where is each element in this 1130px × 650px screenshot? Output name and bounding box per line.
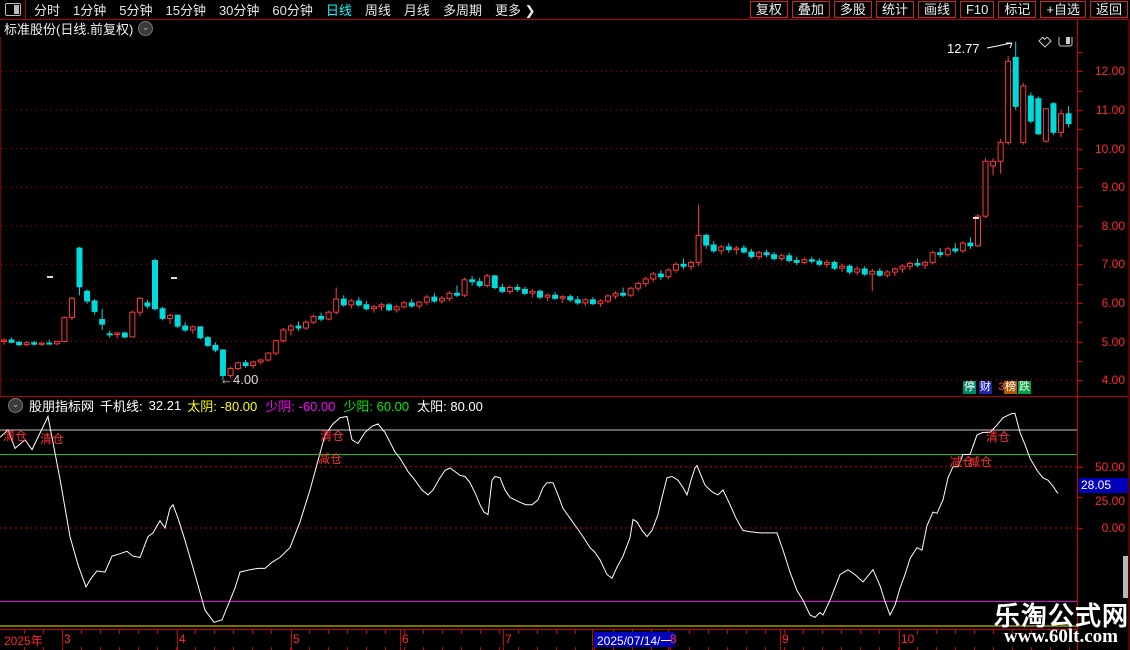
indicator-value: 32.21 xyxy=(148,398,182,413)
split-window-icon xyxy=(1058,37,1073,47)
sidebar-toggle-icon xyxy=(4,3,21,16)
price-label: 12.00 xyxy=(1094,64,1125,79)
price-label: 5.00 xyxy=(1101,334,1125,349)
indicator-header: ⌄ 股朋指标网 千机线: 32.21 太阴: -80.00 少阴: -60.00 少… xyxy=(0,396,1080,415)
signal-label-6: 清仓 xyxy=(986,430,1010,444)
candlestick-chart[interactable]: 12.77 ←4.00 xyxy=(0,37,1078,396)
price-label: 8.00 xyxy=(1101,218,1125,233)
period-tab-1[interactable]: 1分钟 xyxy=(73,3,107,18)
period-tab-6[interactable]: 日线 xyxy=(325,3,352,18)
time-label-3: 5 xyxy=(293,632,300,646)
signal-label-3: 减仓 xyxy=(318,452,342,466)
price-label: 4.00 xyxy=(1101,373,1125,388)
badge-3[interactable]: 榜 xyxy=(1004,381,1017,394)
diamond-icon xyxy=(1038,37,1052,48)
price-label: 9.00 xyxy=(1101,180,1125,195)
time-label-0: 2025年 xyxy=(4,634,43,648)
signal-label-0: 清仓 xyxy=(3,429,27,443)
toolbar-button-1[interactable]: 叠加 xyxy=(791,1,830,18)
topbar: 分时 1分钟 5分钟 15分钟 30分钟 60分钟 日线 周线 月线 多周期 更多 ❯ 复权 叠加 多股… xyxy=(0,0,1130,20)
toolbar-button-3[interactable]: 统计 xyxy=(875,1,914,18)
price-axis: 12.00 11.00 10.00 9.00 8.00 7.00 6.00 5.00 4.00 5… xyxy=(1077,19,1130,650)
time-axis: 2025年 3 4 5 6 7 2025/07/14/一 8 9 10 xyxy=(0,629,1077,649)
signal-label-1: 清仓 xyxy=(40,432,64,446)
period-tab-0[interactable]: 分时 xyxy=(34,3,61,18)
watermark-url: www.60lt.com xyxy=(1004,626,1118,647)
period-tab-2[interactable]: 5分钟 xyxy=(119,3,153,18)
badge-1[interactable]: 财 xyxy=(979,381,992,394)
indicator-param-1: 少阴: -60.00 xyxy=(265,399,336,414)
toolbar-button-0[interactable]: 复权 xyxy=(749,1,788,18)
toolbar-buttons: 复权 叠加 多股 统计 画线 F10 标记 +自选 返回 xyxy=(749,1,1128,18)
price-label: 10.00 xyxy=(1094,141,1125,156)
period-tab-8[interactable]: 月线 xyxy=(403,3,430,18)
signal-label-4: 减仓 xyxy=(950,455,974,469)
time-label-7: 8 xyxy=(670,632,677,646)
toolbar-button-6[interactable]: 标记 xyxy=(998,1,1037,18)
badge-0[interactable]: 停 xyxy=(963,381,976,394)
indicator-name: 千机线: xyxy=(100,399,143,414)
period-tab-7[interactable]: 周线 xyxy=(364,3,391,18)
toolbar-button-4[interactable]: 画线 xyxy=(917,1,956,18)
toolbar-button-2[interactable]: 多股 xyxy=(833,1,872,18)
indicator-chevron-down-icon[interactable]: ⌄ xyxy=(8,398,23,413)
period-tab-5[interactable]: 60分钟 xyxy=(272,3,313,18)
pane-separator xyxy=(0,396,1130,397)
price-label: 6.00 xyxy=(1101,295,1125,310)
badge-4[interactable]: 跌 xyxy=(1018,381,1031,394)
indicator-axis-label: 50.00 xyxy=(1094,460,1125,474)
watermark-sitename: 乐淘公式网 xyxy=(994,602,1130,631)
price-label: 7.00 xyxy=(1101,257,1125,272)
period-tabs: 分时 1分钟 5分钟 15分钟 30分钟 60分钟 日线 周线 月线 多周期 更多 ❯ xyxy=(34,0,535,19)
time-label-4: 6 xyxy=(402,632,409,646)
time-label-6: 2025/07/14/一 xyxy=(594,632,676,649)
indicator-param-3: 太阳: 80.00 xyxy=(417,399,483,414)
titlebar: 标准股份(日线.前复权) ⌄ xyxy=(0,19,1081,37)
toolbar-button-7[interactable]: +自选 xyxy=(1040,1,1086,18)
chart-title: 标准股份(日线.前复权) xyxy=(4,21,134,37)
scrollbar-thumb[interactable] xyxy=(1123,556,1129,598)
signal-label-5: 减仓 xyxy=(968,455,992,469)
time-label-9: 10 xyxy=(901,632,915,646)
period-tab-10[interactable]: 更多 ❯ xyxy=(494,3,536,18)
indicator-chart[interactable]: 清仓 清仓 清仓 减仓 减仓 减仓 清仓 xyxy=(0,413,1077,629)
indicator-axis-label: 0.00 xyxy=(1101,521,1125,535)
svg-text:12.77: 12.77 xyxy=(947,41,980,56)
time-label-2: 4 xyxy=(179,632,186,646)
indicator-source: 股朋指标网 xyxy=(29,399,95,414)
indicator-params: 太阴: -80.00 少阴: -60.00 少阳: 60.00 太阳: 80.00 xyxy=(187,396,491,415)
indicator-param-0: 太阴: -80.00 xyxy=(187,399,258,414)
next-pane-stub xyxy=(0,647,1077,650)
period-tab-4[interactable]: 30分钟 xyxy=(218,3,260,18)
price-label: 11.00 xyxy=(1095,102,1125,117)
signal-label-2: 清仓 xyxy=(320,429,344,443)
indicator-current-value: 28.05 xyxy=(1079,478,1130,493)
sidebar-toggle-button[interactable] xyxy=(0,0,26,19)
time-label-5: 7 xyxy=(505,632,512,646)
time-label-1: 3 xyxy=(64,632,71,646)
time-label-8: 9 xyxy=(782,632,789,646)
svg-text:←4.00: ←4.00 xyxy=(220,372,258,387)
period-tab-9[interactable]: 多周期 xyxy=(442,3,482,18)
indicator-axis-label: 25.00 xyxy=(1094,494,1125,508)
title-chevron-down-icon[interactable]: ⌄ xyxy=(138,20,154,36)
right-border xyxy=(1128,19,1130,650)
period-tab-3[interactable]: 15分钟 xyxy=(165,3,206,18)
indicator-param-2: 少阳: 60.00 xyxy=(343,399,410,414)
toolbar-button-8[interactable]: 返回 xyxy=(1089,1,1128,18)
toolbar-button-5[interactable]: F10 xyxy=(959,1,995,18)
